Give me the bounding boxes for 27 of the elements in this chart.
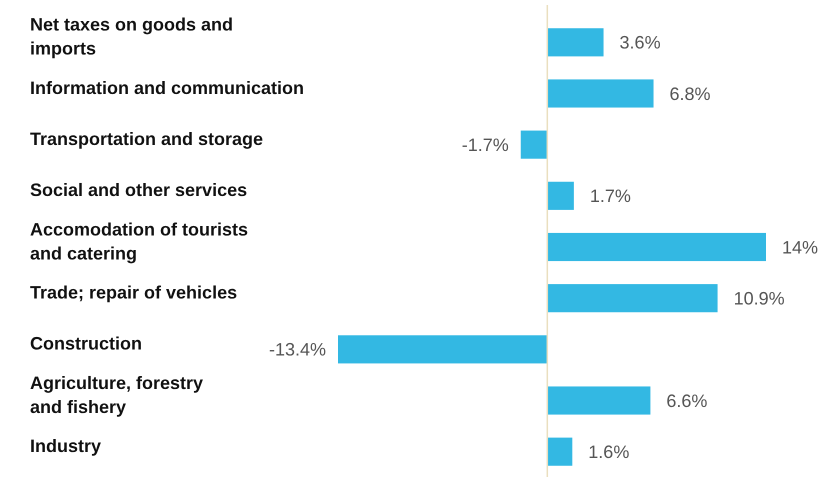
data-label: 3.6% (620, 32, 661, 53)
y-tick-label: Agriculture, forestry and fishery (30, 372, 204, 417)
bar (547, 284, 718, 312)
y-tick-label: Information and communication (30, 78, 304, 98)
data-label: 1.6% (588, 442, 630, 462)
y-tick-label: Transportation and storage (30, 128, 264, 149)
data-label: -13.4% (268, 340, 326, 360)
bar (547, 386, 650, 415)
y-tick-label: Social and other services (30, 180, 248, 200)
data-label: 1.7% (590, 186, 631, 206)
y-tick-label: Trade; repair of vehicles (30, 282, 238, 302)
data-label: 6.6% (666, 390, 708, 411)
bar (547, 79, 654, 108)
y-tick-label: Construction (30, 334, 142, 354)
data-label: 6.8% (670, 84, 711, 104)
bar (547, 438, 572, 466)
bar (520, 130, 548, 159)
bar (547, 182, 574, 210)
data-label: -1.7% (462, 134, 509, 155)
bar (338, 335, 548, 364)
bar (547, 232, 766, 262)
bar (547, 28, 604, 56)
y-tick-label: Accomodation of tourists and catering (30, 219, 248, 264)
data-label: 10.9% (734, 288, 785, 308)
y-tick-label: Net taxes on goods and imports (30, 14, 234, 59)
y-tick-label: Industry (30, 436, 102, 456)
data-label: 14% (782, 237, 818, 258)
